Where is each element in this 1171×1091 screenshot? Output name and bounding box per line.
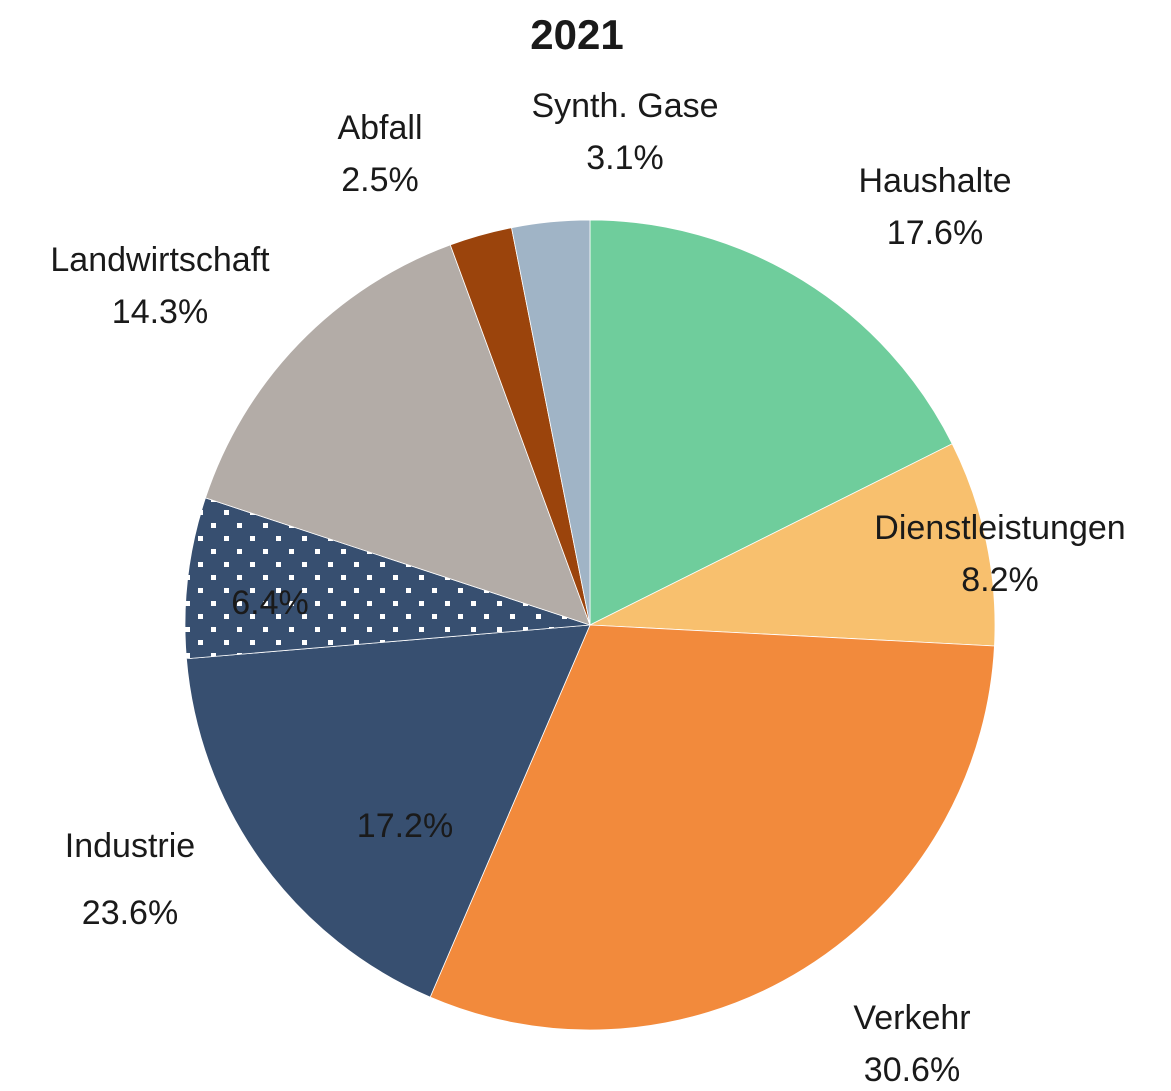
slice-value-label: 17.2%	[357, 807, 453, 845]
slice-name: Landwirtschaft	[50, 241, 270, 279]
slice-value-label: 8.2%	[961, 561, 1039, 599]
slice-name: Abfall	[337, 109, 422, 147]
slice-value-label: 17.6%	[887, 214, 983, 252]
pie-slice	[588, 443, 996, 647]
slice-value-label: 6.4%	[231, 584, 309, 622]
slice-name: Dienstleistungen	[874, 509, 1125, 547]
slice-name: Haushalte	[858, 162, 1011, 200]
slice-value-label: 14.3%	[112, 293, 208, 331]
slice-value-label: 3.1%	[586, 139, 664, 177]
pie-slice	[429, 624, 995, 1031]
chart-title: 2021	[530, 11, 623, 58]
pie-slice	[589, 219, 953, 626]
group-value-label: 23.6%	[82, 894, 178, 932]
slice-value-label: 2.5%	[341, 161, 419, 199]
pie-slice	[185, 624, 591, 998]
pie-slice	[184, 497, 591, 660]
group-name: Industrie	[65, 827, 195, 865]
pie-slice	[204, 244, 591, 626]
slice-name: Verkehr	[853, 999, 970, 1037]
slice-name: Synth. Gase	[531, 87, 718, 125]
pie-slice	[511, 219, 591, 626]
slice-value-label: 30.6%	[864, 1051, 960, 1089]
